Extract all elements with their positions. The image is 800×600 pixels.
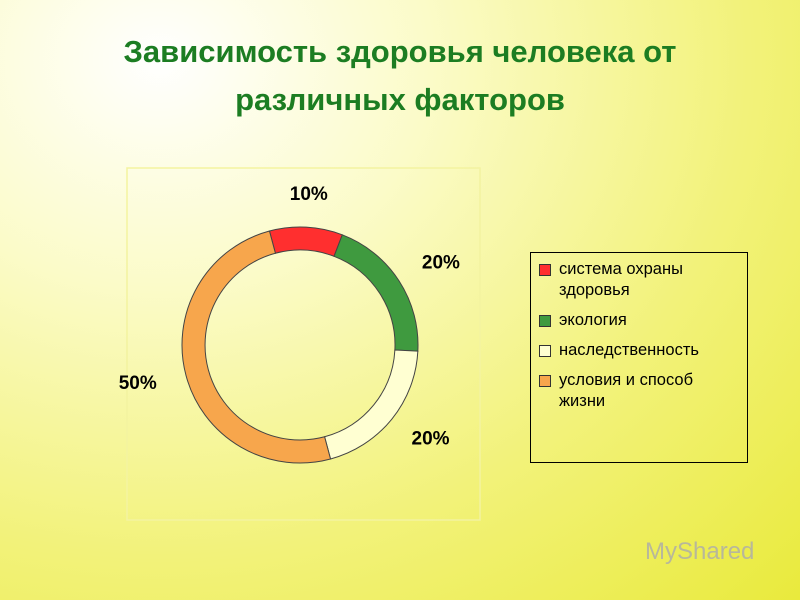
data-label: 10% [290, 184, 328, 205]
legend-label: наследственность [559, 341, 699, 359]
plot-frame [126, 167, 481, 521]
legend-entry: система охраны здоровья [539, 259, 741, 301]
donut-segment [323, 349, 419, 460]
legend-swatch [539, 375, 551, 387]
donut-segment [181, 230, 332, 464]
legend-entry: экология [539, 310, 741, 331]
legend-label: условия и способ жизни [559, 371, 694, 410]
legend-entry: условия и способ жизни [539, 370, 741, 412]
legend-label: система охраны здоровья [559, 260, 683, 299]
data-label: 20% [422, 252, 460, 273]
watermark: MyShared [645, 538, 755, 565]
legend-swatch [539, 264, 551, 276]
data-label: 50% [119, 373, 157, 394]
legend-swatch [539, 315, 551, 327]
chart-title: Зависимость здоровья человека от различн… [123, 34, 677, 117]
legend-entry: наследственность [539, 340, 741, 361]
donut-segment [333, 234, 419, 352]
legend-swatch [539, 345, 551, 357]
donut-segment [268, 226, 343, 257]
legend-label: экология [559, 311, 627, 329]
legend: система охраны здоровья экология наследств… [530, 252, 748, 463]
data-label: 20% [412, 428, 450, 449]
